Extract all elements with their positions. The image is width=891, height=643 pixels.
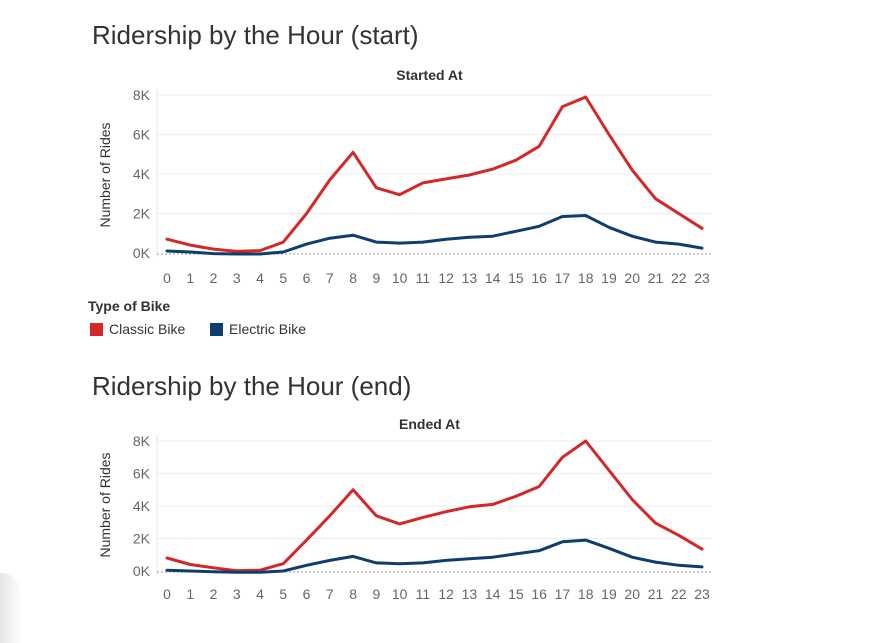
corner-shadow — [0, 573, 22, 643]
x-tick-label: 10 — [392, 270, 408, 286]
x-tick-label: 12 — [438, 270, 454, 286]
x-tick-label: 15 — [508, 270, 524, 286]
x-tick-label: 19 — [601, 270, 617, 286]
y-tick-label: 4K — [133, 166, 151, 182]
x-tick-label: 11 — [416, 270, 431, 286]
x-tick-label: 6 — [303, 270, 311, 286]
legend-label-electric: Electric Bike — [229, 321, 307, 337]
x-tick-label: 3 — [233, 270, 241, 286]
chart-title-start: Ridership by the Hour (start) — [92, 20, 419, 50]
x-tick-label: 16 — [531, 270, 547, 286]
legend-title: Type of Bike — [88, 298, 171, 314]
y-axis-label: Number of Rides — [97, 122, 113, 227]
x-tick-label: 4 — [256, 270, 264, 286]
x-tick-label: 18 — [578, 270, 594, 286]
legend-swatch-electric — [210, 322, 223, 336]
x-tick-label: 1 — [186, 270, 194, 286]
series-line-electric-bike — [165, 214, 704, 256]
x-tick-label: 21 — [648, 270, 664, 286]
legend-item-classic-bike[interactable]: Classic Bike — [90, 320, 185, 338]
y-tick-label: 8K — [133, 87, 151, 103]
chart-title-end: Ridership by the Hour (end) — [92, 371, 412, 401]
y-tick-label: 6K — [133, 127, 151, 143]
x-tick-label: 17 — [555, 270, 571, 286]
x-tick-label: 5 — [279, 270, 287, 286]
x-tick-label: 8 — [349, 270, 357, 286]
x-tick-label: 0 — [163, 270, 171, 286]
legend-item-electric-bike[interactable]: Electric Bike — [210, 320, 306, 338]
x-tick-label: 2 — [210, 270, 218, 286]
x-tick-label: 22 — [671, 270, 687, 286]
x-tick-label: 23 — [694, 270, 710, 286]
x-tick-label: 14 — [485, 270, 501, 286]
legend-label-classic: Classic Bike — [109, 321, 186, 337]
legend-swatch-classic — [90, 322, 103, 336]
chart-subtitle: Started At — [396, 67, 463, 83]
x-tick-label: 20 — [624, 270, 640, 286]
y-tick-label: 2K — [133, 206, 151, 222]
y-tick-label: 0K — [133, 245, 151, 261]
series-line-classic-bike — [165, 95, 704, 253]
x-tick-label: 9 — [372, 270, 380, 286]
x-tick-label: 13 — [462, 270, 478, 286]
x-tick-label: 7 — [326, 270, 334, 286]
